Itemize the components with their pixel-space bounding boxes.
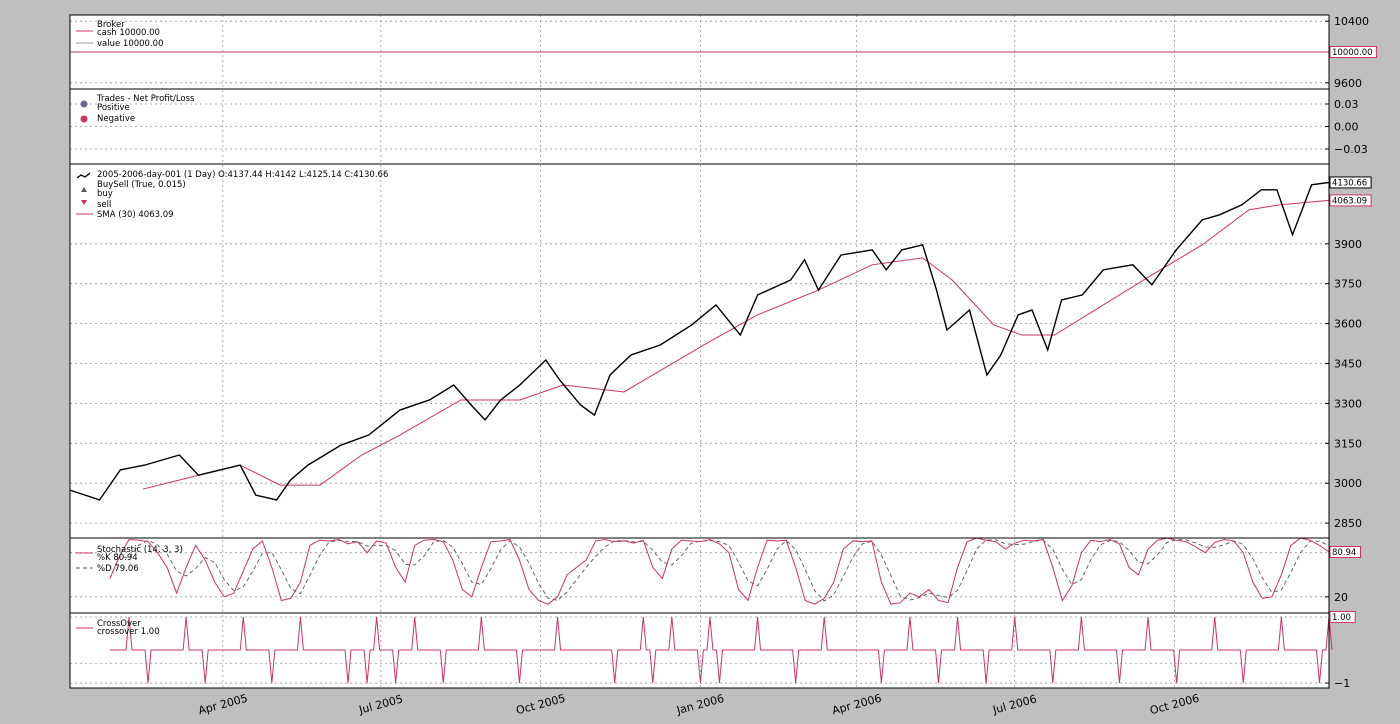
price-y-tick-label: 3300 [1334, 397, 1362, 410]
stochastic-axes [70, 538, 1329, 613]
price-y-tick-label: 3900 [1334, 238, 1362, 251]
stochastic-value-tag: 80.94 [1332, 548, 1356, 558]
broker-legend-title: Broker [97, 20, 125, 30]
close-value-tag: 4130.66 [1332, 178, 1367, 188]
broker-value-tag: 10000.00 [1332, 48, 1373, 58]
broker-legend: Broker cash 10000.00 value 10000.00 [76, 20, 163, 49]
broker-y-tick-label: 9600 [1334, 77, 1362, 90]
line-swatch-icon [76, 172, 91, 179]
positive-legend-label: Positive [97, 103, 130, 113]
price-y-tick-label: 3750 [1334, 278, 1362, 291]
negative-dot-icon [80, 115, 88, 123]
trades-y-tick-label: −0.03 [1334, 143, 1368, 156]
trades-legend-title: Trades - Net Profit/Loss [96, 94, 195, 104]
value-legend-label: value 10000.00 [97, 39, 163, 49]
crossover-axes-border [69, 612, 1330, 689]
trades-axes [70, 89, 1329, 164]
stochastic-y-tick-label: 20 [1334, 591, 1348, 604]
buy-triangle-icon [81, 187, 87, 192]
crossover-legend: CrossOver crossover 1.00 [76, 619, 160, 637]
buysell-legend-title: BuySell (True, 0.015) [97, 180, 186, 190]
price-y-tick-label: 3000 [1334, 477, 1362, 490]
price-y-tick-label: 2850 [1334, 517, 1362, 530]
x-tick-label: Oct 2005 [515, 692, 567, 718]
cash-legend-label: cash 10000.00 [97, 28, 160, 38]
crossover-y-tick-label: −1 [1334, 677, 1350, 690]
trades-legend: Trades - Net Profit/Loss Positive Negati… [80, 94, 195, 124]
trades-y-tick-label: 0.00 [1334, 121, 1359, 134]
d-line [109, 539, 1330, 602]
sell-triangle-icon [81, 200, 87, 205]
k-legend-label: %K 80.94 [97, 553, 138, 563]
negative-legend-label: Negative [97, 114, 135, 124]
k-line [109, 537, 1330, 605]
crossover-value-tag: 1.00 [1332, 613, 1351, 623]
sma-value-tag: 4063.09 [1332, 196, 1367, 206]
x-tick-label: Jul 2006 [991, 692, 1039, 716]
positive-dot-icon [80, 100, 88, 108]
x-tick-label: Jul 2005 [357, 692, 405, 716]
d-legend-label: %D 79.06 [97, 564, 139, 574]
sma-legend-label: SMA (30) 4063.09 [97, 210, 174, 220]
x-tick-label: Apr 2006 [831, 692, 883, 718]
sell-legend-label: sell [97, 200, 111, 210]
close-value-tag-box [1329, 176, 1372, 189]
stochastic-legend-title: Stochastic (14, 3, 3) [97, 545, 183, 555]
data-legend-label: 2005-2006-day-001 (1 Day) O:4137.44 H:41… [97, 170, 388, 180]
crossover-value-tag-box [1329, 610, 1356, 623]
broker-value-tag-box [1329, 46, 1377, 58]
price-y-tick-label: 3450 [1334, 358, 1362, 371]
crossover-line [109, 616, 1333, 684]
crossover-legend-title: CrossOver [97, 619, 141, 629]
close-line [69, 181, 1330, 501]
x-tick-label: Oct 2006 [1148, 692, 1200, 718]
buy-legend-label: buy [97, 189, 113, 199]
price-legend: 2005-2006-day-001 (1 Day) O:4137.44 H:41… [76, 170, 388, 220]
price-axes [70, 164, 1329, 538]
sma-line [142, 199, 1330, 490]
stochastic-value-tag-box [1329, 546, 1361, 559]
price-y-tick-label: 3150 [1334, 437, 1362, 450]
price-y-tick-label: 3600 [1334, 318, 1362, 331]
trades-y-tick-label: 0.03 [1334, 98, 1359, 111]
sma-value-tag-box [1329, 194, 1372, 207]
stochastic-legend: Stochastic (14, 3, 3) %K 80.94 %D 79.06 [76, 545, 183, 574]
crossover-legend-label: crossover 1.00 [97, 627, 160, 637]
x-tick-label: Jan 2006 [674, 692, 725, 717]
x-tick-label: Apr 2005 [197, 692, 249, 718]
broker-y-tick-label: 10400 [1334, 15, 1369, 28]
